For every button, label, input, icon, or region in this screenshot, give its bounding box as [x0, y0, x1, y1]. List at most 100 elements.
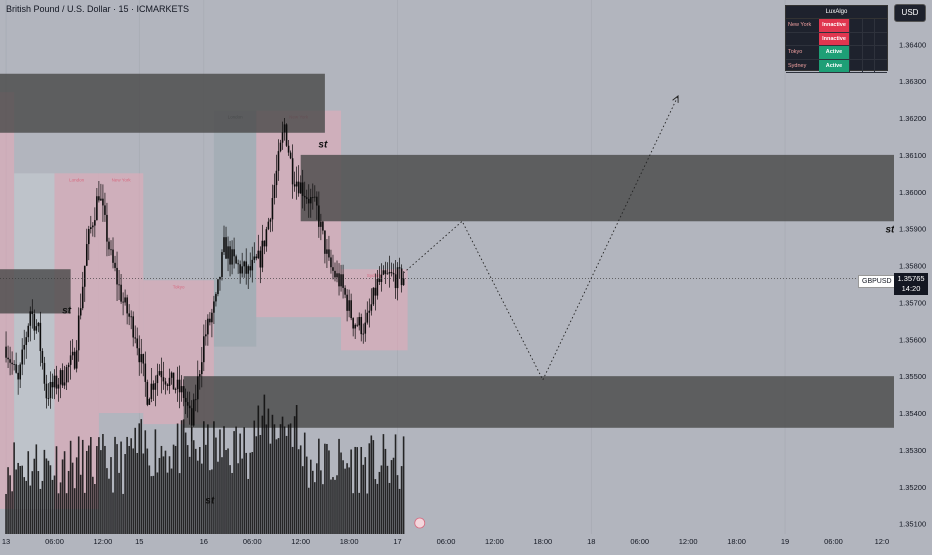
volume-bar: [37, 471, 40, 534]
candle-body: [106, 214, 108, 242]
candle-body: [116, 267, 118, 285]
volume-bar: [328, 450, 330, 534]
time-tick-label: 12:00: [94, 537, 113, 546]
candle-body: [275, 170, 278, 186]
price-tick-label: 1.36000: [899, 188, 926, 197]
candle-body: [79, 308, 82, 316]
candle-body: [81, 286, 84, 309]
candle-body: [362, 333, 365, 335]
candle-body: [55, 375, 58, 389]
session-label: Sydney: [367, 273, 383, 278]
volume-bar: [368, 443, 371, 534]
candle-body: [392, 272, 395, 275]
candle-body: [61, 370, 64, 386]
time-tick-label: 16: [200, 537, 208, 546]
price-zone: [300, 154, 894, 222]
volume-bar: [85, 450, 88, 534]
volume-bar: [59, 482, 62, 534]
price-zone: [0, 73, 325, 133]
volume-bar: [178, 473, 181, 534]
candle-body: [19, 364, 21, 380]
candle-body: [92, 225, 94, 228]
volume-bar: [49, 465, 52, 534]
volume-bar: [25, 480, 28, 534]
session-row: Sydney Active: [786, 59, 887, 73]
price-tick-label: 1.36300: [899, 77, 926, 86]
volume-bar: [263, 394, 266, 534]
volume-bar: [338, 438, 340, 534]
volume-bar: [142, 453, 145, 534]
volume-bar: [41, 480, 44, 534]
volume-bar: [348, 467, 350, 534]
candle-body: [372, 287, 375, 305]
candle-body: [67, 364, 70, 368]
volume-bar: [15, 469, 17, 534]
candle-body: [31, 311, 34, 315]
candle-body: [233, 249, 235, 257]
session-name: [786, 33, 819, 46]
candle-body: [259, 250, 262, 268]
candle-body: [114, 262, 116, 268]
candle-body: [57, 384, 60, 389]
candle-body: [324, 230, 326, 254]
volume-bar: [215, 437, 217, 534]
volume-bar: [150, 476, 153, 534]
candle-body: [370, 304, 373, 311]
volume-bar: [219, 429, 221, 534]
volume-bar: [92, 476, 94, 534]
volume-bar: [362, 464, 365, 534]
time-tick-label: 06:00: [45, 537, 64, 546]
candle-body: [85, 244, 88, 266]
session-box: [14, 173, 55, 509]
time-tick-label: 12:00: [291, 537, 310, 546]
candle-body: [223, 237, 225, 253]
symbol-label: GBPUSD: [858, 275, 896, 288]
volume-bar: [67, 470, 70, 534]
volume-bar: [299, 445, 302, 534]
candle-body: [314, 196, 316, 198]
volume-bar: [7, 467, 9, 534]
candle-body: [251, 259, 254, 271]
volume-bar: [221, 457, 223, 534]
volume-bar: [267, 408, 270, 534]
volume-bar: [301, 466, 304, 534]
candle-body: [63, 382, 66, 386]
price-tick-label: 1.35900: [899, 225, 926, 234]
volume-bar: [130, 438, 132, 534]
volume-bar: [372, 440, 375, 534]
volume-bar: [247, 478, 250, 534]
volume-bar: [55, 446, 58, 534]
volume-bar: [289, 423, 292, 534]
volume-bar: [63, 451, 66, 534]
volume-bar: [241, 458, 243, 534]
session-status: Innactive: [819, 19, 849, 32]
candle-body: [247, 266, 250, 274]
volume-bar: [293, 416, 296, 534]
volume-bar: [122, 493, 124, 534]
time-tick-label: 12:00: [679, 537, 698, 546]
candle-body: [130, 316, 132, 318]
annotation-label: st: [205, 495, 215, 506]
candle-body: [388, 272, 391, 274]
volume-bar: [211, 469, 213, 534]
volume-bar: [152, 475, 155, 534]
volume-bar: [243, 427, 245, 534]
time-tick-label: 19: [781, 537, 789, 546]
volume-bar: [201, 463, 203, 534]
volume-bar: [269, 443, 272, 534]
candle-body: [96, 196, 98, 221]
volume-bar: [184, 432, 187, 534]
volume-bar: [273, 424, 276, 534]
volume-bar: [275, 439, 278, 534]
volume-bar: [366, 493, 369, 534]
volume-bar: [53, 475, 56, 534]
volume-bar: [27, 451, 30, 534]
currency-button[interactable]: USD: [894, 4, 926, 22]
volume-bar: [207, 424, 209, 534]
volume-bar: [245, 452, 248, 534]
candle-body: [47, 398, 50, 399]
volume-bar: [5, 493, 7, 534]
volume-bar: [134, 427, 137, 534]
